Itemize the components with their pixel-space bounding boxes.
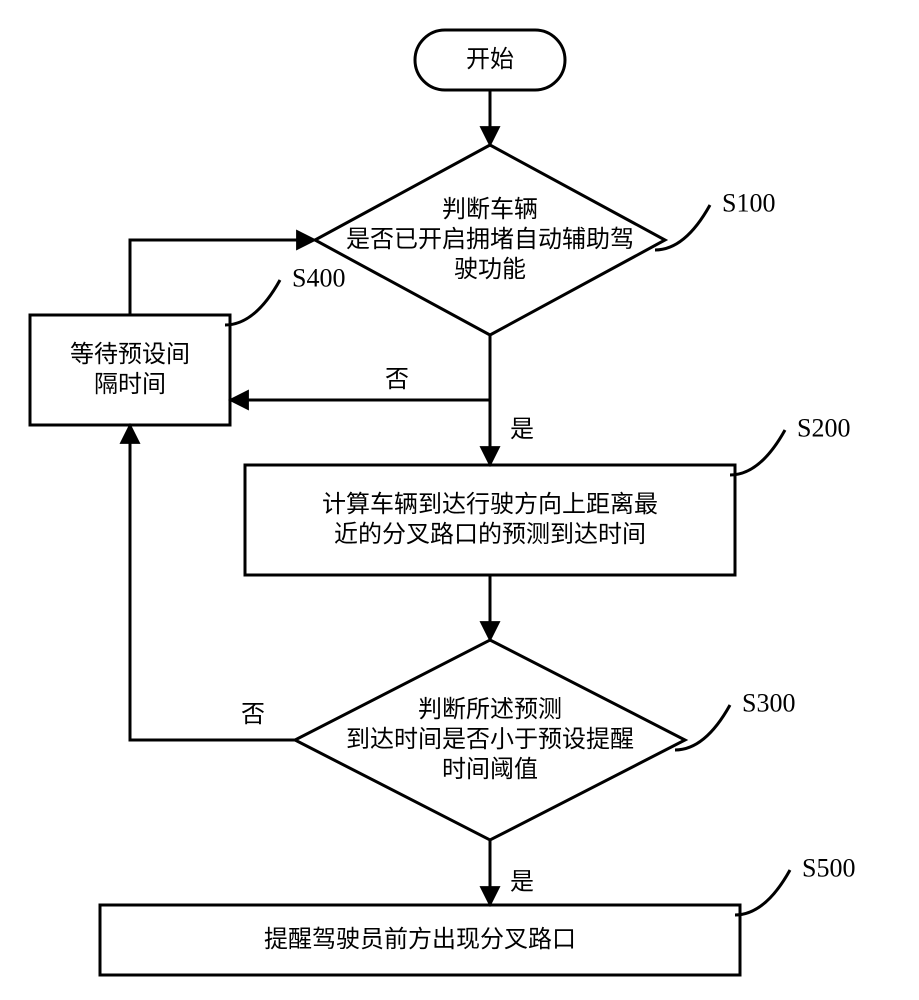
- svg-text:驶功能: 驶功能: [454, 256, 526, 283]
- svg-text:近的分叉路口的预测到达时间: 近的分叉路口的预测到达时间: [334, 521, 646, 548]
- label-d1-yes: 是: [510, 417, 534, 443]
- svg-text:时间阈值: 时间阈值: [442, 756, 538, 783]
- svg-text:是否已开启拥堵自动辅助驾: 是否已开启拥堵自动辅助驾: [346, 226, 634, 253]
- label-d2-yes: 是: [510, 870, 534, 896]
- callout-s100-connector: [655, 205, 710, 250]
- callout-s200: S200: [797, 414, 850, 443]
- callout-s100: S100: [722, 189, 775, 218]
- start-text: 开始: [466, 46, 514, 73]
- alert-text: 提醒驾驶员前方出现分叉路口: [264, 926, 576, 953]
- decision-1-text: 判断车辆是否已开启拥堵自动辅助驾驶功能: [346, 196, 634, 283]
- edge-wait-d1: [130, 240, 315, 315]
- svg-text:判断所述预测: 判断所述预测: [418, 696, 562, 723]
- callout-s500-connector: [735, 870, 790, 915]
- svg-text:开始: 开始: [466, 46, 514, 73]
- svg-text:到达时间是否小于预设提醒: 到达时间是否小于预设提醒: [346, 726, 634, 753]
- label-d1-no: 否: [385, 367, 409, 393]
- calc-text: 计算车辆到达行驶方向上距离最近的分叉路口的预测到达时间: [322, 491, 658, 548]
- svg-text:提醒驾驶员前方出现分叉路口: 提醒驾驶员前方出现分叉路口: [264, 926, 576, 953]
- label-d2-no: 否: [241, 702, 265, 728]
- callout-s300: S300: [742, 689, 795, 718]
- wait-node: [30, 315, 230, 425]
- svg-text:计算车辆到达行驶方向上距离最: 计算车辆到达行驶方向上距离最: [322, 491, 658, 518]
- callout-s200-connector: [730, 430, 785, 475]
- svg-text:隔时间: 隔时间: [94, 371, 166, 398]
- svg-text:等待预设间: 等待预设间: [70, 341, 190, 368]
- svg-text:判断车辆: 判断车辆: [442, 196, 538, 223]
- decision-2-text: 判断所述预测到达时间是否小于预设提醒时间阈值: [346, 696, 634, 783]
- wait-text: 等待预设间隔时间: [70, 341, 190, 398]
- calc-node: [245, 465, 735, 575]
- callout-s300-connector: [675, 705, 730, 750]
- callout-s400: S400: [292, 264, 345, 293]
- callout-s500: S500: [802, 854, 855, 883]
- edge-d2-no: [130, 425, 295, 740]
- callout-s400-connector: [225, 280, 280, 325]
- flowchart-canvas: 开始判断车辆是否已开启拥堵自动辅助驾驶功能 S100 等待预设间隔时间 S400 计算车…: [0, 0, 919, 1000]
